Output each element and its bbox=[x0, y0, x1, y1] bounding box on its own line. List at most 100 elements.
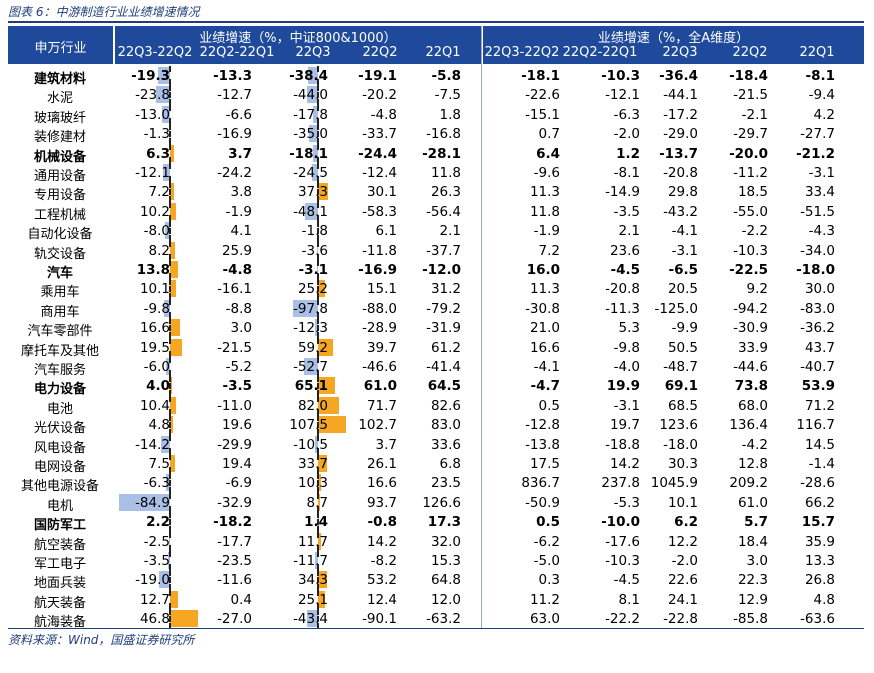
value-cell: -63.6 bbox=[800, 611, 835, 628]
zero-axis-line bbox=[317, 182, 319, 202]
value-cell: -38.4 bbox=[289, 68, 328, 84]
table-row: 电力设备 4.0 -3.5 65.1 61.0 64.5 -4.7 19.9 69.1 73.8 5… bbox=[8, 376, 864, 397]
data-bar-q3 bbox=[314, 319, 318, 337]
value-cell: 2.1 bbox=[618, 223, 640, 240]
value-cell: -11.3 bbox=[605, 300, 640, 317]
value-cell: -4.2 bbox=[741, 436, 768, 453]
zero-axis-line bbox=[317, 279, 319, 299]
value-cell: -22.2 bbox=[605, 611, 640, 628]
zero-axis-line bbox=[169, 357, 171, 377]
value-cell: 35.9 bbox=[804, 533, 835, 550]
value-cell: -9.8 bbox=[143, 300, 170, 317]
value-cell: -23.5 bbox=[217, 553, 252, 569]
industry-name: 汽车服务 bbox=[33, 363, 86, 378]
value-cell: -33.7 bbox=[362, 126, 397, 143]
table-row: 汽车 13.8 -4.8 -3.1 -16.9 -12.0 16.0 -4.5 -6.5 -22.… bbox=[8, 260, 864, 281]
value-cell: -24.5 bbox=[293, 165, 328, 181]
value-cell: -88.0 bbox=[362, 300, 397, 317]
zero-axis-line bbox=[317, 260, 319, 280]
data-bar-q3 bbox=[318, 474, 321, 492]
value-cell: -35.0 bbox=[293, 126, 328, 143]
value-cell: -12.8 bbox=[525, 417, 560, 434]
value-cell: 0.5 bbox=[536, 514, 560, 531]
value-cell: -2.0 bbox=[613, 126, 640, 143]
value-cell: -8.0 bbox=[143, 223, 170, 240]
data-bar-q3-q2 bbox=[170, 416, 173, 434]
data-bar-q3-q2 bbox=[170, 144, 174, 162]
figure-caption: 图表 6：中游制造行业业绩增速情况 bbox=[8, 5, 200, 19]
value-cell: -48.1 bbox=[293, 203, 328, 220]
value-cell: -16.1 bbox=[217, 281, 252, 298]
table-row: 装修建材 -1.3 -16.9 -35.0 -33.7 -16.8 0.7 -2.0 -29.0… bbox=[8, 124, 864, 145]
value-cell: -32.9 bbox=[217, 494, 252, 511]
value-cell: -9.9 bbox=[671, 320, 698, 337]
value-cell: 17.3 bbox=[427, 514, 461, 531]
value-cell: -12.1 bbox=[605, 87, 640, 104]
value-cell: 30.0 bbox=[804, 281, 835, 298]
value-cell: -6.6 bbox=[225, 106, 252, 123]
value-cell: -24.4 bbox=[358, 145, 397, 162]
value-cell: 15.3 bbox=[430, 553, 461, 569]
value-cell: -4.8 bbox=[222, 262, 252, 278]
zero-axis-line bbox=[169, 143, 171, 163]
header-col-name: 申万行业 bbox=[34, 41, 87, 56]
zero-axis-line bbox=[317, 201, 319, 222]
value-cell: -1.9 bbox=[225, 203, 252, 220]
value-cell: -18.4 bbox=[729, 68, 768, 84]
zero-axis-line bbox=[317, 357, 319, 377]
industry-name: 轨交设备 bbox=[33, 246, 86, 262]
value-cell: 3.0 bbox=[746, 553, 768, 569]
value-cell: -8.2 bbox=[370, 553, 397, 569]
value-cell: 11.8 bbox=[430, 165, 461, 181]
value-cell: -4.8 bbox=[370, 106, 397, 123]
value-cell: 8.7 bbox=[306, 494, 328, 511]
value-cell: -9.6 bbox=[533, 165, 560, 181]
value-cell: 4.1 bbox=[230, 223, 252, 240]
value-cell: -3.5 bbox=[613, 203, 640, 220]
table-row: 军工电子 -3.5 -23.5 -11.7 -8.2 15.3 -5.0 -10.3 -2.0 3… bbox=[8, 551, 864, 572]
data-bar-q3 bbox=[318, 493, 321, 511]
zero-axis-line bbox=[169, 221, 171, 241]
value-cell: 14.2 bbox=[366, 533, 397, 550]
value-cell: 53.9 bbox=[801, 378, 835, 395]
table-row: 建筑材料 -19.3 -13.3 -38.4 -19.1 -5.8 -18.1 -10.3 -3… bbox=[8, 66, 864, 87]
value-cell: 16.0 bbox=[526, 262, 560, 278]
header-period-g2-2: 22Q3 bbox=[662, 45, 698, 60]
header-period-g1-1: 22Q2-22Q1 bbox=[199, 45, 275, 60]
value-cell: -4.1 bbox=[671, 223, 698, 240]
value-cell: -19.1 bbox=[358, 68, 397, 84]
data-bar-q3-q2 bbox=[119, 493, 170, 511]
value-cell: 23.5 bbox=[430, 475, 461, 492]
zero-axis-line bbox=[169, 279, 171, 299]
value-cell: 3.7 bbox=[228, 145, 252, 162]
data-bar-q3-q2 bbox=[155, 86, 170, 104]
value-cell: 83.0 bbox=[430, 417, 461, 434]
industry-name: 电机 bbox=[46, 498, 73, 514]
data-bar-q3 bbox=[318, 377, 335, 395]
zero-axis-line bbox=[317, 221, 319, 241]
value-cell: 66.2 bbox=[804, 494, 835, 511]
value-cell: -94.2 bbox=[733, 300, 768, 317]
value-cell: -18.0 bbox=[796, 262, 835, 278]
value-cell: 0.4 bbox=[230, 591, 252, 608]
value-cell: 8.2 bbox=[148, 242, 170, 259]
value-cell: -79.2 bbox=[426, 300, 461, 317]
value-cell: -22.6 bbox=[525, 87, 560, 104]
value-cell: -8.8 bbox=[225, 300, 252, 317]
data-bar-q3 bbox=[313, 144, 318, 162]
value-cell: -43.2 bbox=[663, 203, 698, 220]
data-bar-q3-q2 bbox=[165, 222, 170, 240]
value-cell: -83.0 bbox=[800, 300, 835, 317]
value-cell: 1.2 bbox=[616, 145, 640, 162]
value-cell: 26.3 bbox=[430, 184, 461, 201]
value-cell: -15.1 bbox=[525, 106, 560, 123]
value-cell: 68.0 bbox=[737, 397, 768, 414]
data-bar-q3-q2 bbox=[170, 261, 179, 278]
zero-axis-line bbox=[317, 531, 319, 551]
zero-axis-line bbox=[169, 589, 171, 610]
table-row: 摩托车及其他 19.5 -21.5 59.2 39.7 61.2 16.6 -9.8 50.5 3… bbox=[8, 337, 864, 359]
value-cell: -18.1 bbox=[289, 145, 328, 162]
value-cell: 6.1 bbox=[375, 223, 397, 240]
value-cell: -46.6 bbox=[362, 359, 397, 375]
value-cell: 26.8 bbox=[804, 572, 835, 589]
